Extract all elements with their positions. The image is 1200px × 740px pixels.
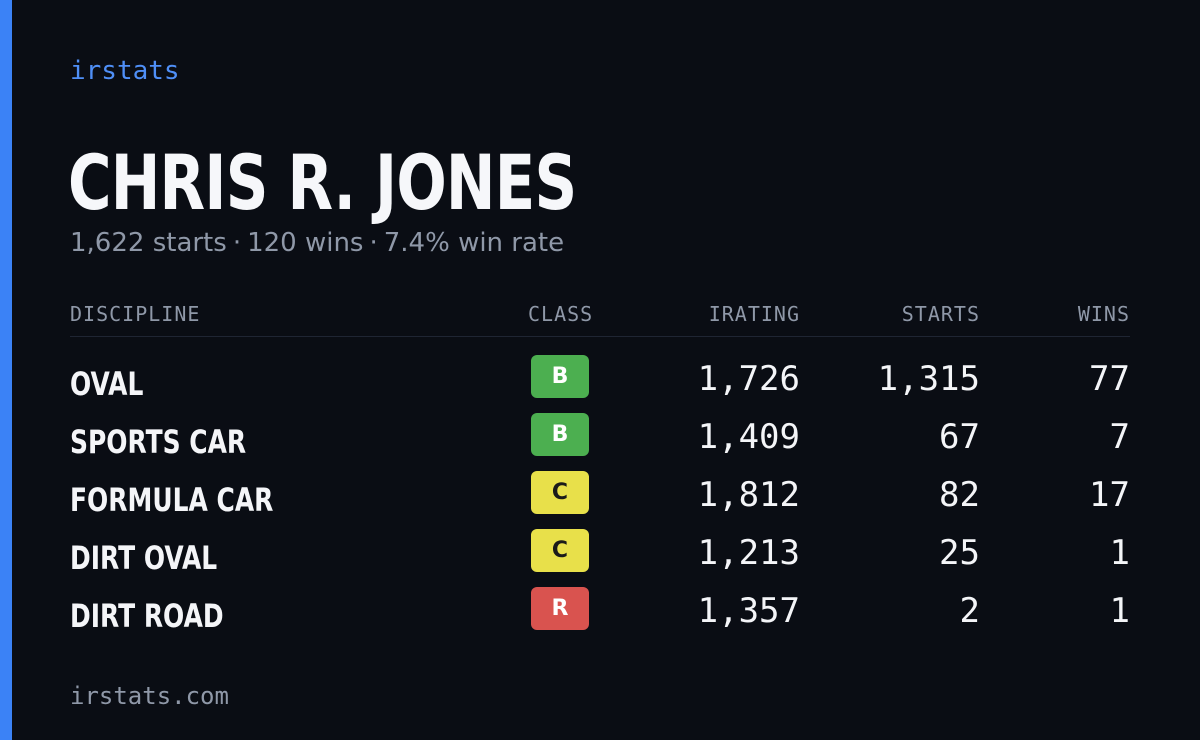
- separator: ·: [232, 228, 242, 258]
- header-wins: WINS: [1077, 302, 1130, 326]
- discipline-name: DIRT OVAL: [70, 539, 218, 577]
- driver-summary: 1,622 starts · 120 wins · 7.4% win rate: [70, 228, 564, 258]
- discipline-name: DIRT ROAD: [70, 597, 224, 635]
- class-badge: B: [531, 355, 589, 398]
- table-row: OVAL B 1,726 1,315 77: [70, 353, 1130, 411]
- table-body: OVAL B 1,726 1,315 77 SPORTS CAR B 1,409…: [70, 353, 1130, 643]
- table-row: DIRT OVAL C 1,213 25 1: [70, 527, 1130, 585]
- table-row: DIRT ROAD R 1,357 2 1: [70, 585, 1130, 643]
- separator: ·: [369, 228, 378, 258]
- starts-count: 1,622 starts: [70, 228, 227, 258]
- accent-bar: [0, 0, 12, 740]
- brand-logo: irstats: [70, 56, 180, 86]
- class-badge: C: [531, 471, 589, 514]
- header-class: CLASS: [528, 302, 594, 326]
- starts-value: 2: [959, 591, 980, 631]
- wins-value: 7: [1109, 417, 1130, 457]
- starts-value: 25: [939, 533, 980, 573]
- irating-value: 1,213: [697, 533, 800, 573]
- wins-value: 1: [1109, 591, 1130, 631]
- header-irating: IRATING: [708, 302, 800, 326]
- starts-value: 1,315: [877, 359, 980, 399]
- wins-count: 120 wins: [247, 228, 364, 258]
- header-starts: STARTS: [901, 302, 980, 326]
- table-header: DISCIPLINE CLASS IRATING STARTS WINS: [70, 296, 1130, 337]
- class-badge: R: [531, 587, 589, 630]
- table-row: FORMULA CAR C 1,812 82 17: [70, 469, 1130, 527]
- table-row: SPORTS CAR B 1,409 67 7: [70, 411, 1130, 469]
- starts-value: 82: [939, 475, 980, 515]
- wins-value: 17: [1089, 475, 1130, 515]
- irating-value: 1,726: [697, 359, 800, 399]
- header-discipline: DISCIPLINE: [70, 302, 201, 326]
- starts-value: 67: [939, 417, 980, 457]
- wins-value: 1: [1109, 533, 1130, 573]
- stats-table: DISCIPLINE CLASS IRATING STARTS WINS OVA…: [70, 296, 1130, 643]
- irating-value: 1,409: [697, 417, 800, 457]
- class-badge: B: [531, 413, 589, 456]
- win-rate: 7.4% win rate: [383, 228, 565, 258]
- irating-value: 1,812: [697, 475, 800, 515]
- irating-value: 1,357: [697, 591, 800, 631]
- class-badge: C: [531, 529, 589, 572]
- discipline-name: FORMULA CAR: [70, 481, 274, 519]
- footer-url[interactable]: irstats.com: [70, 682, 229, 710]
- discipline-name: OVAL: [70, 365, 144, 403]
- wins-value: 77: [1089, 359, 1130, 399]
- driver-name: CHRIS R. JONES: [68, 138, 577, 227]
- discipline-name: SPORTS CAR: [70, 423, 247, 461]
